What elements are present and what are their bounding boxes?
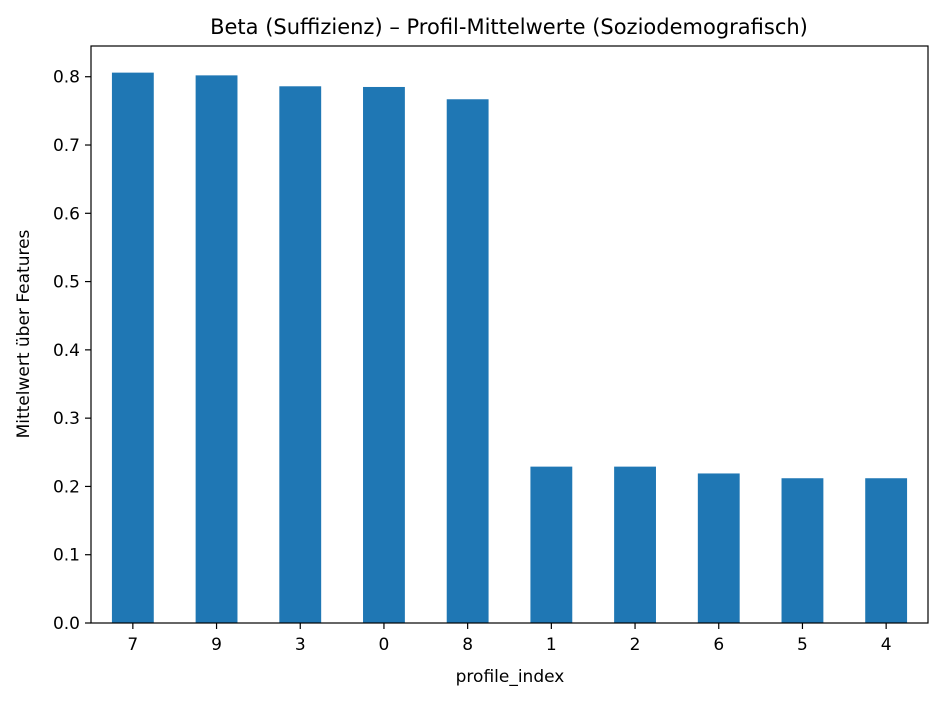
y-tick-label: 0.7 bbox=[53, 136, 80, 156]
y-axis-label: Mittelwert über Features bbox=[14, 229, 34, 438]
chart-title: Beta (Suffizienz) – Profil-Mittelwerte (… bbox=[210, 15, 808, 39]
plot-frame bbox=[90, 45, 929, 624]
bar-5 bbox=[781, 478, 824, 623]
x-tick-label: 8 bbox=[462, 635, 473, 655]
bar-2 bbox=[614, 466, 656, 623]
x-axis: 7 9 3 0 8 1 2 6 5 4 bbox=[127, 623, 892, 655]
bars-group bbox=[111, 72, 908, 624]
x-axis-label: profile_index bbox=[456, 667, 565, 687]
x-tick-label: 1 bbox=[546, 635, 557, 655]
bar-1 bbox=[530, 466, 573, 623]
x-tick-label: 9 bbox=[211, 635, 222, 655]
bar-8 bbox=[446, 99, 489, 623]
x-tick-label: 6 bbox=[713, 635, 724, 655]
y-tick-label: 0.3 bbox=[53, 409, 80, 429]
bar-9 bbox=[195, 75, 238, 624]
y-tick-label: 0.6 bbox=[53, 204, 80, 224]
y-tick-label: 0.0 bbox=[53, 614, 80, 634]
y-tick-label: 0.1 bbox=[53, 546, 80, 566]
y-tick-label: 0.5 bbox=[53, 273, 80, 293]
x-tick-label: 3 bbox=[295, 635, 306, 655]
x-tick-label: 0 bbox=[379, 635, 390, 655]
bar-7 bbox=[111, 72, 154, 624]
bar-3 bbox=[279, 86, 322, 623]
bar-4 bbox=[865, 478, 908, 623]
x-tick-label: 4 bbox=[881, 635, 892, 655]
x-tick-label: 5 bbox=[797, 635, 808, 655]
x-tick-label: 7 bbox=[127, 635, 138, 655]
y-tick-label: 0.8 bbox=[53, 68, 80, 88]
y-axis: 0.0 0.1 0.2 0.3 0.4 0.5 0.6 0.7 0.8 bbox=[53, 68, 91, 634]
bar-6 bbox=[697, 473, 740, 623]
x-tick-label: 2 bbox=[630, 635, 641, 655]
y-tick-label: 0.2 bbox=[53, 477, 80, 497]
y-tick-label: 0.4 bbox=[53, 341, 80, 361]
bar-0 bbox=[363, 86, 405, 624]
